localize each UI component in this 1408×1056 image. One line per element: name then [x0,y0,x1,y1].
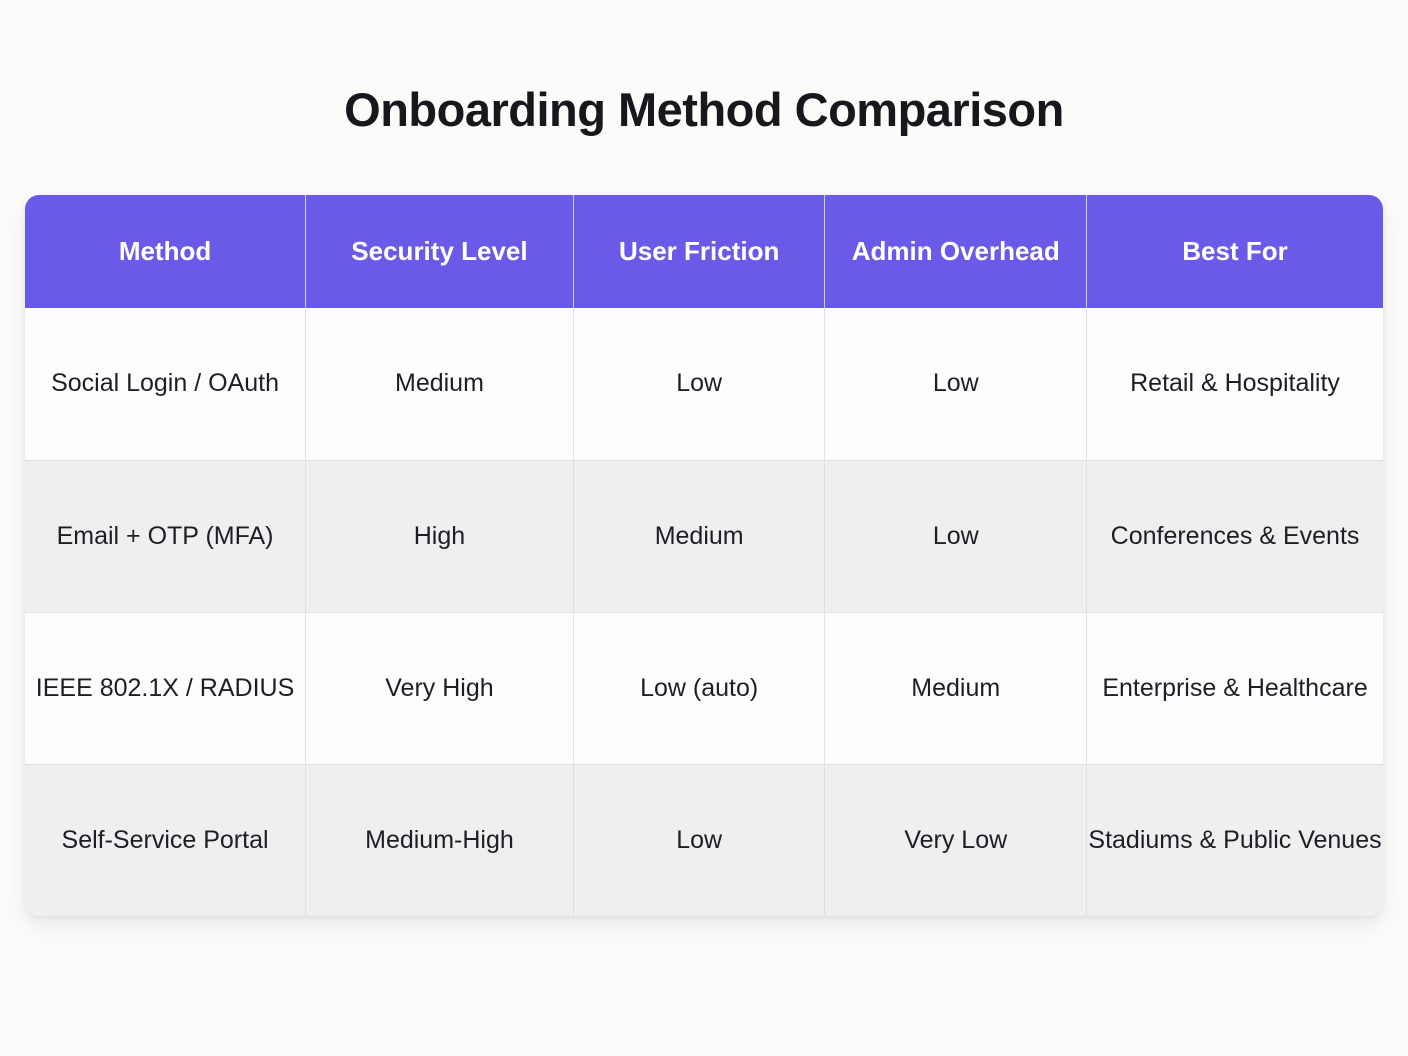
table-cell-user-friction: Low (auto) [573,612,826,765]
table-cell-method: Self-Service Portal [25,764,307,916]
table-cell-method: Email + OTP (MFA) [25,460,307,613]
table-cell-best-for: Retail & Hospitality [1086,308,1383,461]
table-cell-method: Social Login / OAuth [25,308,307,461]
table-cell-user-friction: Low [573,764,826,916]
comparison-table: Method Security Level User Friction Admi… [25,195,1383,916]
table-cell-admin-overhead: Low [824,460,1088,613]
column-header-user-friction: User Friction [573,195,826,308]
column-header-security-level: Security Level [305,195,574,308]
table-cell-best-for: Conferences & Events [1086,460,1383,613]
table-row: Email + OTP (MFA) High Medium Low Confer… [25,460,1383,613]
table-cell-best-for: Enterprise & Healthcare [1086,612,1383,765]
table-header-row: Method Security Level User Friction Admi… [25,195,1383,308]
table-row: IEEE 802.1X / RADIUS Very High Low (auto… [25,612,1383,765]
table-cell-admin-overhead: Low [824,308,1088,461]
table-cell-user-friction: Medium [573,460,826,613]
table-cell-admin-overhead: Medium [824,612,1088,765]
table-cell-security-level: High [305,460,574,613]
table-cell-security-level: Medium [305,308,574,461]
table-row: Self-Service Portal Medium-High Low Very… [25,764,1383,916]
table-cell-security-level: Medium-High [305,764,574,916]
table-cell-user-friction: Low [573,308,826,461]
column-header-best-for: Best For [1086,195,1383,308]
table-row: Social Login / OAuth Medium Low Low Reta… [25,308,1383,461]
onboarding-method-table: Method Security Level User Friction Admi… [25,195,1383,916]
table-cell-security-level: Very High [305,612,574,765]
table-cell-method: IEEE 802.1X / RADIUS [25,612,307,765]
table-body: Social Login / OAuth Medium Low Low Reta… [25,308,1383,916]
page-title: Onboarding Method Comparison [344,83,1064,136]
column-header-method: Method [25,195,307,308]
column-header-admin-overhead: Admin Overhead [824,195,1088,308]
table-cell-admin-overhead: Very Low [824,764,1088,916]
table-cell-best-for: Stadiums & Public Venues [1086,764,1383,916]
